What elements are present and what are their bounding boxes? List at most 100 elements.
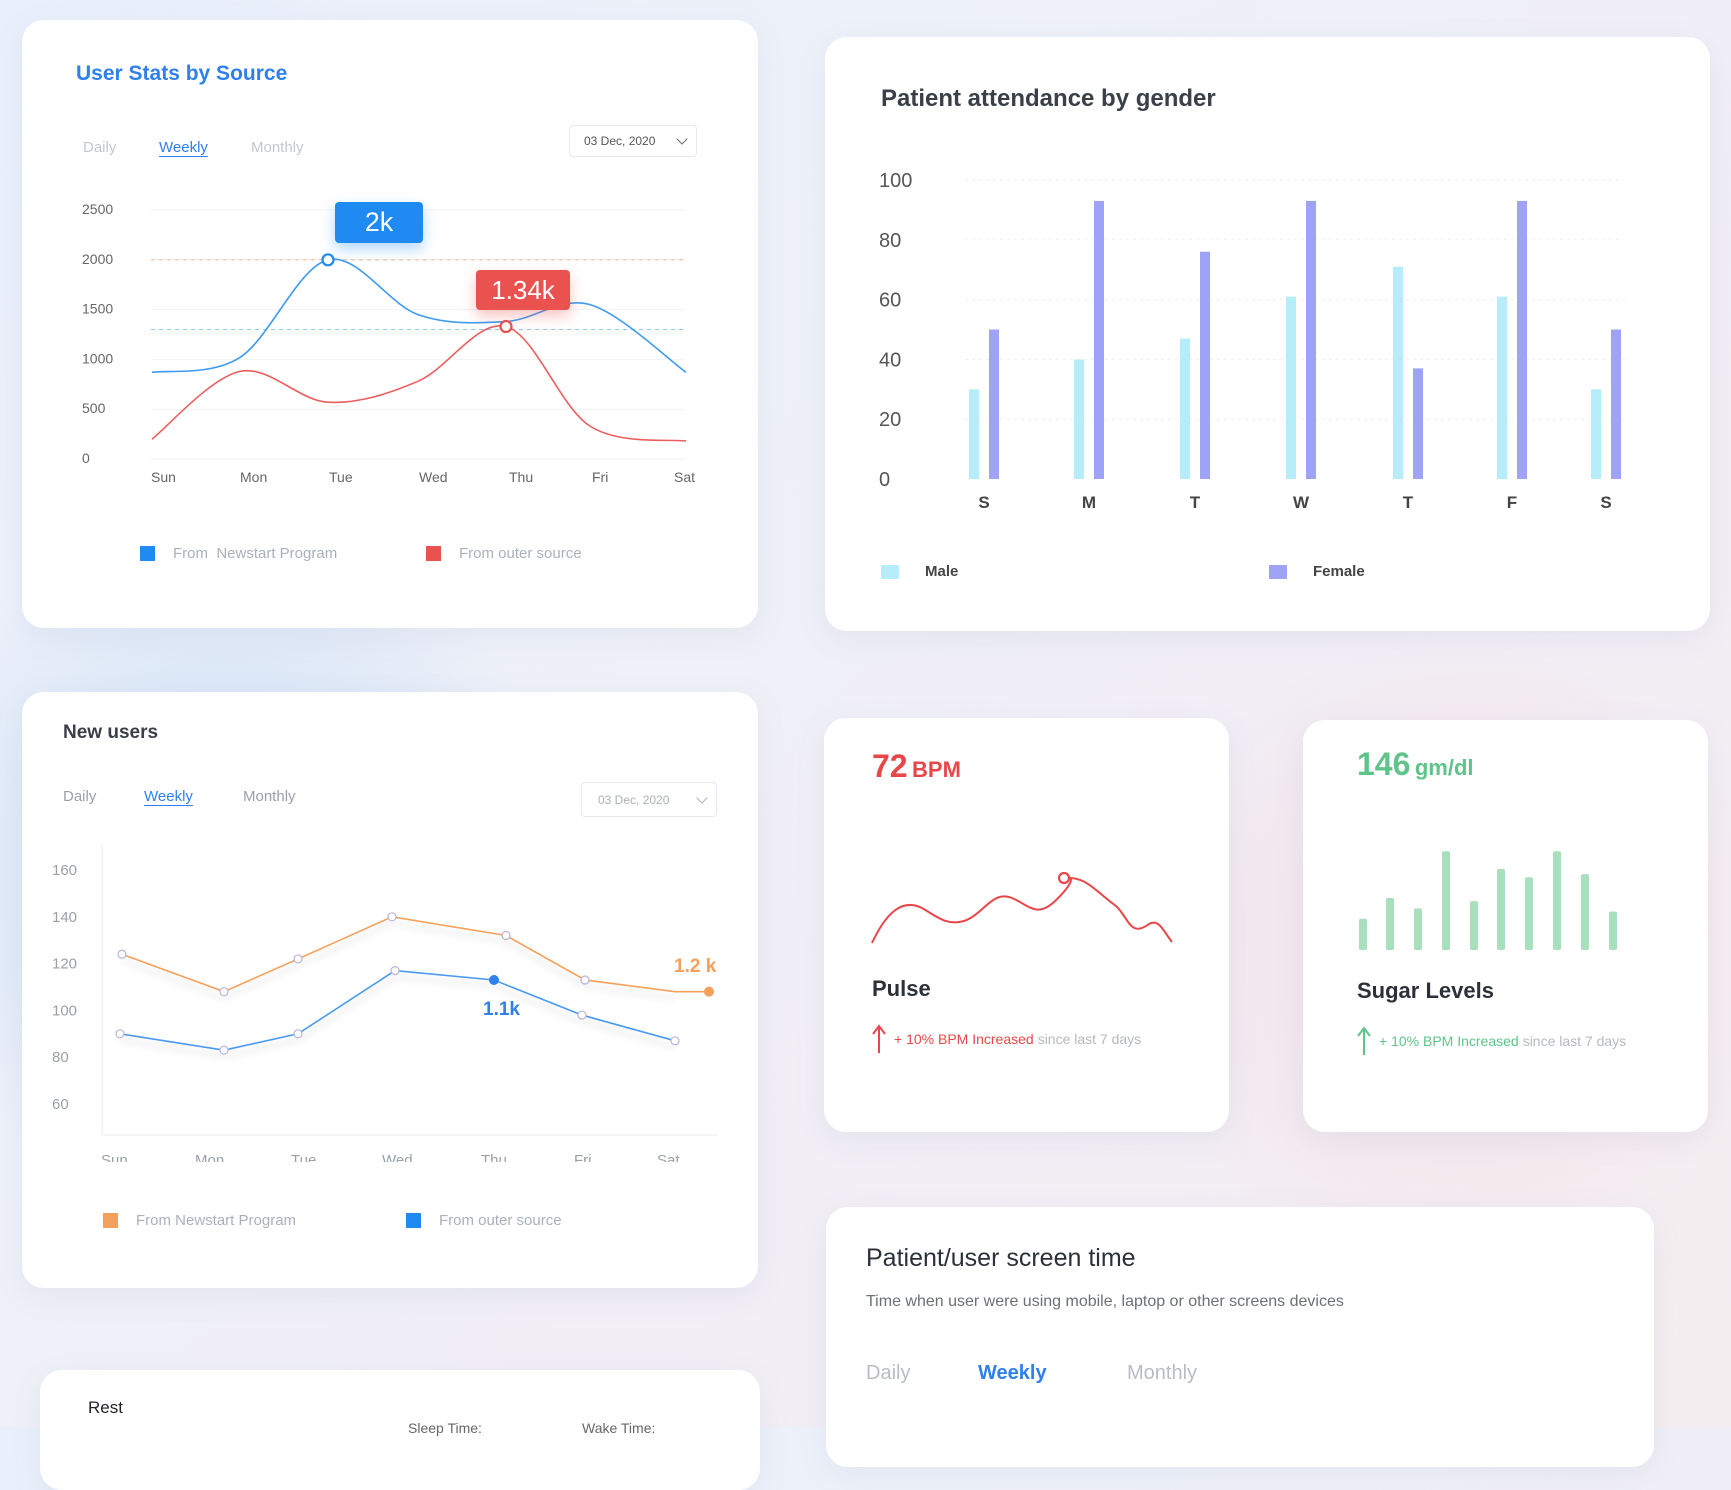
tooltip-2k: 2k xyxy=(335,202,423,243)
series-line-outer xyxy=(151,325,687,442)
arrow-up-icon xyxy=(872,1024,886,1053)
y-tick-label: 2000 xyxy=(82,251,113,267)
legend-outer-source: From outer source xyxy=(406,1212,562,1229)
pulse-line xyxy=(871,876,1173,944)
sugar-bar xyxy=(1497,868,1505,950)
legend-newstart: From Newstart Program xyxy=(140,545,337,562)
tab-daily[interactable]: Daily xyxy=(63,788,97,805)
series-line-newstart xyxy=(151,258,687,374)
tooltip-2k-value: 2k xyxy=(364,207,394,237)
x-tick-label: Thu xyxy=(509,469,533,485)
legend-swatch-red xyxy=(426,546,441,561)
data-point-marker xyxy=(293,1029,303,1039)
bar-female xyxy=(1413,368,1423,479)
bar-male xyxy=(1180,338,1190,479)
x-tick-label: Wed xyxy=(419,469,448,485)
new-users-card: New users Daily Weekly Monthly 03 Dec, 2… xyxy=(22,692,758,1288)
y-tick-label: 140 xyxy=(52,909,77,926)
bar-male xyxy=(1074,359,1084,479)
date-dropdown[interactable]: 03 Dec, 2020 xyxy=(569,125,697,157)
tooltip-1-34k: 1.34k xyxy=(476,270,570,310)
pulse-card: 72 BPM Pulse + 10% BPM Increased since l… xyxy=(824,718,1229,1132)
pulse-unit: BPM xyxy=(912,757,961,782)
pulse-title: Pulse xyxy=(872,976,931,1001)
y-tick-label: 0 xyxy=(879,469,890,491)
data-point-marker xyxy=(501,930,511,941)
sleep-time-label: Sleep Time: xyxy=(408,1420,482,1436)
bar-male xyxy=(1393,266,1403,479)
tooltip-1-34k-value: 1.34k xyxy=(491,274,555,305)
legend-label: From Newstart Program xyxy=(173,545,338,562)
x-tick-label: Fri xyxy=(592,469,608,485)
y-tick-label: 0 xyxy=(82,450,90,466)
sugar-bar xyxy=(1553,851,1561,950)
bar-female xyxy=(1094,200,1104,479)
sugar-value: 146 xyxy=(1357,746,1411,782)
sugar-bar xyxy=(1386,898,1394,950)
x-tick-label: Sat xyxy=(674,469,695,485)
sugar-bar xyxy=(1470,901,1478,950)
legend-swatch-blue xyxy=(406,1213,421,1228)
tab-monthly[interactable]: Monthly xyxy=(1127,1362,1198,1384)
x-tick-label: Mon xyxy=(240,469,267,485)
tab-daily[interactable]: Daily xyxy=(866,1362,911,1384)
legend-label: From outer source xyxy=(439,1212,562,1229)
legend-newstart: From Newstart Program xyxy=(103,1212,296,1229)
sugar-change-row: + 10% BPM Increased since last 7 days xyxy=(1357,1026,1626,1056)
pulse-change-row: + 10% BPM Increased since last 7 days xyxy=(872,1024,1141,1054)
sugar-bar xyxy=(1414,908,1422,950)
data-point-marker xyxy=(390,966,400,976)
data-point-marker-highlight xyxy=(489,974,499,985)
bar-male xyxy=(969,389,979,479)
data-point-marker xyxy=(219,1045,229,1055)
y-tick-label: 160 xyxy=(52,862,77,879)
legend-label: From outer source xyxy=(459,545,582,562)
tab-monthly[interactable]: Monthly xyxy=(251,139,304,156)
attendance-card: Patient attendance by gender 0 20 40 60 80 10… xyxy=(825,37,1710,631)
bar-female xyxy=(1306,200,1316,479)
wake-time-label: Wake Time: xyxy=(582,1420,656,1436)
screen-time-title: Patient/user screen time xyxy=(866,1244,1136,1272)
legend-swatch-orange xyxy=(103,1213,118,1228)
y-tick-label: 1000 xyxy=(82,350,113,366)
data-point-marker xyxy=(387,912,397,922)
bar-female xyxy=(1611,329,1621,479)
pulse-change: + 10% BPM Increased xyxy=(894,1031,1034,1047)
data-point-marker xyxy=(499,319,513,334)
tab-weekly[interactable]: Weekly xyxy=(144,788,193,805)
tab-weekly[interactable]: Weekly xyxy=(159,139,208,156)
legend-swatch-blue xyxy=(140,546,155,561)
tab-weekly[interactable]: Weekly xyxy=(978,1362,1047,1384)
data-point-marker xyxy=(115,1029,125,1039)
sugar-card: 146 gm/dl Sugar Levels + 10% BPM Increas… xyxy=(1303,720,1708,1132)
bar-female xyxy=(989,329,999,479)
x-tick-label: T xyxy=(1403,493,1414,512)
user-stats-card: User Stats by Source Daily Weekly Monthl… xyxy=(22,20,758,628)
x-tick-label: S xyxy=(1600,493,1611,512)
series-line-outer xyxy=(119,969,676,1051)
bar-male xyxy=(1591,389,1601,479)
tab-daily[interactable]: Daily xyxy=(83,139,117,156)
x-tick-label: Sun xyxy=(151,469,176,485)
y-tick-label: 80 xyxy=(52,1049,69,1066)
sugar-change: + 10% BPM Increased xyxy=(1379,1033,1519,1049)
bar-male xyxy=(1497,296,1507,479)
attendance-chart: 0 20 40 60 80 100 S M T W T F S xyxy=(879,170,1625,512)
date-dropdown[interactable]: 03 Dec, 2020 xyxy=(581,782,717,817)
legend-female: Female xyxy=(1269,563,1365,580)
pulse-value: 72 xyxy=(872,748,908,784)
legend-label: From Newstart Program xyxy=(136,1212,297,1229)
pulse-marker xyxy=(1057,871,1071,885)
legend-label: Female xyxy=(1313,563,1365,580)
y-tick-label: 100 xyxy=(879,170,912,192)
x-tick-label: Wed xyxy=(382,1152,413,1162)
x-tick-label: Mon xyxy=(195,1152,224,1162)
screen-time-card: Patient/user screen time Time when user … xyxy=(826,1207,1654,1467)
sugar-bar xyxy=(1442,851,1450,950)
x-tick-label: S xyxy=(978,493,989,512)
y-tick-label: 40 xyxy=(879,349,901,371)
pulse-value-row: 72 BPM xyxy=(872,748,961,785)
sugar-chart xyxy=(1359,851,1617,950)
x-tick-label: Fri xyxy=(574,1152,592,1162)
tab-monthly[interactable]: Monthly xyxy=(243,788,296,805)
